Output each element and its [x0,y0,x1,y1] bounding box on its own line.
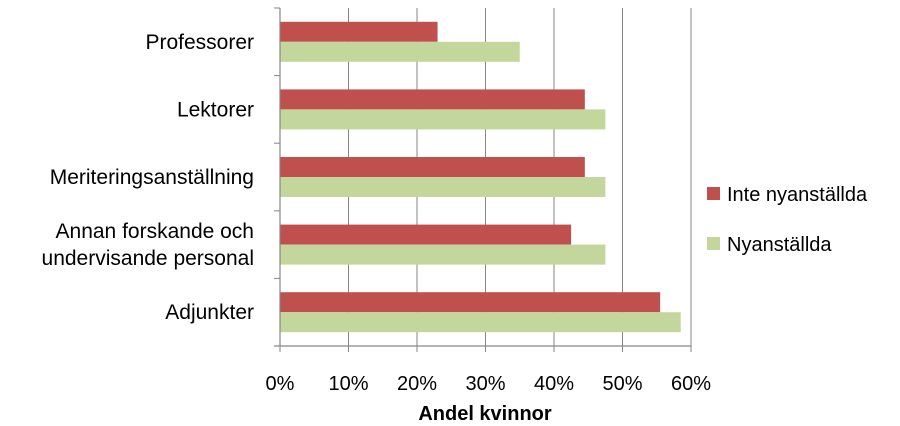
bar-nyanstallda [280,109,606,130]
bar-inte-nyanstallda [280,224,572,245]
bar-inte-nyanstallda [280,292,661,313]
x-tick-label: 60% [671,373,711,395]
x-tick-label: 0% [266,373,295,395]
category-label: Lektorer [177,98,254,121]
legend-swatch [707,187,720,200]
bar-nyanstallda [280,41,520,62]
bar-inte-nyanstallda [280,89,585,110]
x-axis-title: Andel kvinnor [418,403,552,425]
legend-label: Nyanställda [727,234,832,256]
bar-inte-nyanstallda [280,157,585,177]
category-label: Meriteringsanställning [50,166,254,189]
category-label: undervisande personal [42,247,254,270]
bar-nyanstallda [280,244,606,265]
legend-label: Inte nyanställda [727,184,868,206]
legend-swatch [707,237,720,250]
x-tick-label: 40% [534,373,574,395]
category-labels: Professorer Lektorer Meriteringsanställnin… [42,31,254,324]
legend: Inte nyanställda Nyanställda [707,184,868,256]
x-tick-label: 10% [328,373,368,395]
tick-labels: 0% 10% 20% 30% 40% 50% 60% [266,373,712,395]
category-label: Adjunkter [165,301,254,324]
axes [274,7,691,347]
x-tick-label: 20% [397,373,437,395]
category-label: Professorer [145,31,254,54]
bars [280,21,681,333]
x-tick-label: 50% [602,373,642,395]
bar-nyanstallda [280,312,681,333]
bar-inte-nyanstallda [280,21,438,42]
bar-nyanstallda [280,177,606,197]
category-label: Annan forskande och [56,220,254,243]
x-tick-label: 30% [465,373,505,395]
